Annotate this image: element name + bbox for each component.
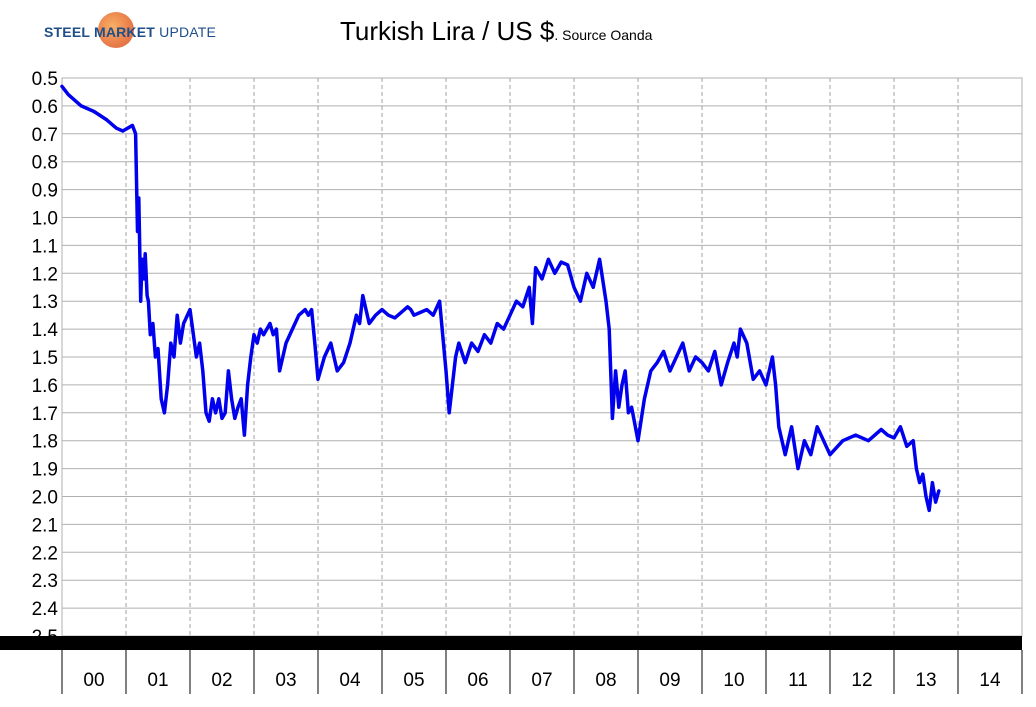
y-tick-label: 2.2 (32, 543, 58, 564)
y-tick-label: 1.5 (32, 348, 58, 369)
y-tick-label: 0.9 (32, 181, 58, 202)
y-tick-label: 1.0 (32, 209, 58, 230)
x-tick-label: 12 (851, 670, 872, 691)
x-tick-label: 03 (275, 670, 296, 691)
x-tick-label: 04 (339, 670, 361, 691)
logo-circle-icon (98, 12, 134, 48)
x-tick-label: 13 (915, 670, 936, 691)
x-tick-label: 14 (979, 670, 1001, 691)
y-tick-label: 1.2 (32, 264, 58, 285)
y-tick-label: 0.5 (32, 69, 58, 90)
x-tick-label: 08 (595, 670, 616, 691)
y-tick-label: 0.8 (32, 153, 58, 174)
axis-layer: 0.5 0.6 0.7 0.8 0.9 1.0 1.1 1.2 1.3 1.4 1.5 1.6 1.7 1… (0, 69, 1023, 694)
chart-title-block: Turkish Lira / US $. Source Oanda (340, 16, 652, 47)
series-layer (60, 84, 941, 513)
y-tick-label: 1.9 (32, 460, 58, 481)
series-line-0 (60, 84, 941, 513)
chart-subtitle: . Source Oanda (554, 27, 653, 43)
x-tick-label: 06 (467, 670, 488, 691)
y-tick-label: 1.4 (32, 320, 59, 341)
y-tick-label: 0.6 (32, 97, 58, 118)
grid-layer (61, 77, 1023, 637)
x-tick-label: 07 (531, 670, 552, 691)
x-tick-label: 09 (659, 670, 680, 691)
y-tick-label: 1.1 (32, 236, 58, 257)
y-tick-label: 1.3 (32, 292, 58, 313)
x-axis-band-left (0, 636, 62, 650)
logo: STEEL MARKET UPDATE (40, 12, 240, 52)
y-tick-label: 0.7 (32, 125, 58, 146)
y-tick-label: 2.1 (32, 515, 58, 536)
x-tick-label: 10 (723, 670, 744, 691)
x-axis-band (62, 636, 1022, 650)
y-tick-label: 2.3 (32, 571, 58, 592)
y-tick-label: 1.8 (32, 432, 58, 453)
x-tick-label: 00 (83, 670, 104, 691)
y-tick-label: 2.4 (32, 599, 59, 620)
x-tick-label: 05 (403, 670, 424, 691)
chart-title: Turkish Lira / US $ (340, 16, 555, 46)
logo-text-bold: STEEL MARKET (44, 24, 156, 40)
x-tick-label: 02 (211, 670, 232, 691)
y-tick-label: 1.6 (32, 376, 58, 397)
x-tick-label: 01 (147, 670, 168, 691)
x-tick-label: 11 (788, 670, 808, 691)
y-tick-label: 1.7 (32, 404, 58, 425)
y-tick-label: 2.0 (32, 488, 58, 509)
logo-text: STEEL MARKET UPDATE (44, 24, 216, 40)
logo-text-light: UPDATE (159, 24, 217, 40)
